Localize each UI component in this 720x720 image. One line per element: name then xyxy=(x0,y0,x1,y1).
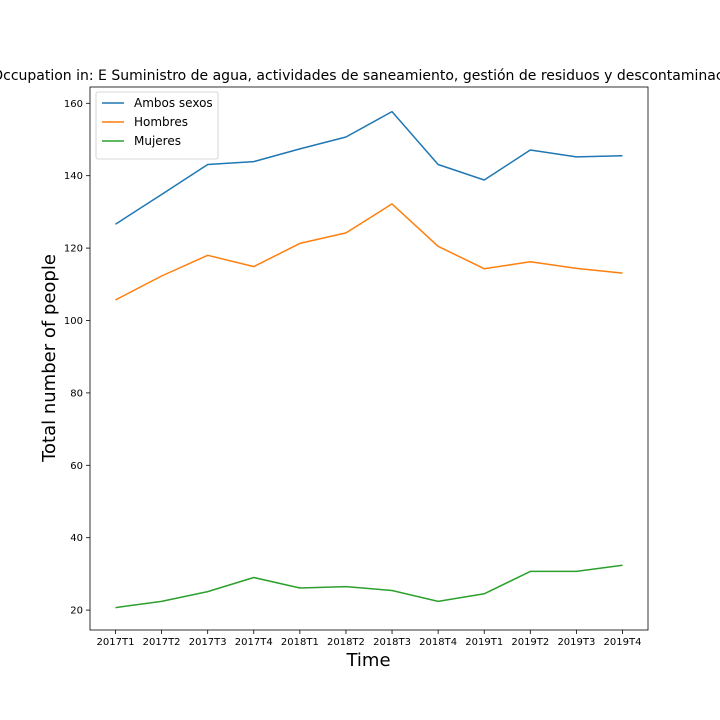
legend-label: Hombres xyxy=(134,115,188,129)
y-tick-label: 40 xyxy=(70,533,83,544)
y-tick-label: 100 xyxy=(64,316,83,327)
y-tick-label: 60 xyxy=(70,461,83,472)
x-tick-label: 2019T2 xyxy=(511,637,549,648)
series-line-mujeres xyxy=(115,564,623,609)
x-axis-ticks: 2017T1 2017T2 2017T3 2017T4 2018T1 2018T2 2018… xyxy=(97,630,642,648)
y-axis-ticks: 20 40 60 80 100 120 140 160 xyxy=(64,99,90,617)
x-tick-label: 2019T3 xyxy=(557,637,595,648)
x-tick-label: 2018T3 xyxy=(373,637,411,648)
x-tick-label: 2017T1 xyxy=(97,637,135,648)
x-tick-label: 2018T2 xyxy=(327,637,365,648)
y-tick-label: 120 xyxy=(64,244,83,255)
y-tick-label: 160 xyxy=(64,99,83,110)
y-tick-label: 80 xyxy=(70,388,83,399)
plot-frame xyxy=(89,86,649,631)
plot-area xyxy=(89,86,649,631)
series-lines xyxy=(115,110,623,609)
x-tick-label: 2018T4 xyxy=(419,637,457,648)
series-line-hombres xyxy=(115,203,623,301)
x-tick-label: 2017T4 xyxy=(235,637,273,648)
chart-title: Occupation in: E Suministro de agua, act… xyxy=(0,68,720,84)
x-tick-label: 2017T3 xyxy=(189,637,227,648)
x-tick-label: 2019T1 xyxy=(465,637,503,648)
legend: Ambos sexos Hombres Mujeres xyxy=(95,91,219,160)
series-line-ambos-sexos xyxy=(115,110,623,225)
x-axis-title: Time xyxy=(345,650,390,671)
x-tick-label: 2018T1 xyxy=(281,637,319,648)
y-axis-title: Total number of people xyxy=(39,254,60,463)
y-tick-label: 20 xyxy=(70,606,83,617)
y-tick-label: 140 xyxy=(64,171,83,182)
x-tick-label: 2017T2 xyxy=(143,637,181,648)
legend-label: Mujeres xyxy=(134,134,181,148)
x-tick-label: 2019T4 xyxy=(604,637,642,648)
legend-label: Ambos sexos xyxy=(134,96,213,110)
legend-box xyxy=(95,91,219,160)
